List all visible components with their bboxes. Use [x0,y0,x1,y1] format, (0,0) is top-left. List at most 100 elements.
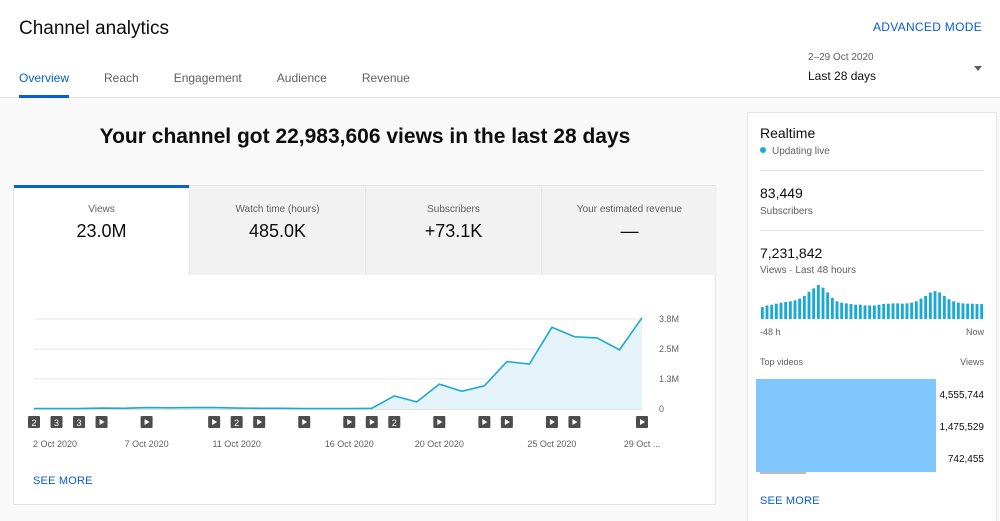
top-videos-label: Top videos [760,357,804,367]
realtime-bar [872,305,876,319]
metric-tab-revenue[interactable]: Your estimated revenue — [541,186,717,275]
video-count-marker[interactable]: 3 [50,416,63,428]
realtime-panel: Realtime Updating live 83,449 Subscriber… [747,112,997,521]
video-marker-icon[interactable] [253,416,266,428]
x-tick-label: 2 Oct 2020 [33,439,77,449]
metric-label: Watch time (hours) [235,204,320,215]
video-marker-icon[interactable] [568,416,581,428]
realtime-axis-start: -48 h [760,327,781,337]
overview-card: Views 23.0M Watch time (hours) 485.0K Su… [13,185,717,505]
data-point [595,336,599,340]
data-point [482,384,486,388]
svg-text:3: 3 [77,418,82,428]
realtime-bar [770,304,774,319]
svg-text:2: 2 [31,418,36,428]
video-marker-icon[interactable] [365,416,378,428]
app-header: Channel analytics ADVANCED MODE Overview… [0,0,1000,98]
realtime-bar [933,291,937,319]
metric-value: 485.0K [248,221,307,241]
tab-engagement[interactable]: Engagement [173,71,242,85]
video-count-marker[interactable]: 3 [73,416,86,428]
live-dot-icon [760,147,766,153]
realtime-bar [835,301,839,319]
video-count-marker[interactable]: 2 [388,416,401,428]
data-point [392,394,396,398]
tab-audience[interactable]: Audience [276,71,327,85]
tab-bar: Overview Reach Engagement Audience Reven… [19,71,445,98]
realtime-bar [760,307,764,319]
video-marker-icon[interactable] [636,416,648,428]
video-marker-icon[interactable] [298,416,311,428]
realtime-subscribers-label: Subscribers [760,206,813,217]
views-line [34,317,643,410]
realtime-bar [961,303,965,319]
svg-text:2: 2 [392,418,397,428]
data-point [167,406,171,410]
tab-overview[interactable]: Overview [19,71,70,98]
video-marker-icon[interactable] [95,416,108,428]
realtime-views-label: Views · Last 48 hours [760,265,856,276]
realtime-bar [868,305,872,319]
advanced-mode-link[interactable]: ADVANCED MODE [872,20,982,34]
realtime-bar [821,287,825,319]
data-point [527,362,531,366]
data-point [122,406,126,410]
realtime-bar [896,303,900,319]
data-point [302,407,306,411]
data-point [257,406,261,410]
video-marker-icon[interactable] [433,416,446,428]
video-marker-icon[interactable] [478,416,491,428]
metric-tab-watch-time[interactable]: Watch time (hours) 485.0K [189,186,365,275]
data-point [145,406,149,410]
data-point [347,407,351,411]
metric-label: Subscribers [427,204,480,215]
data-point [212,406,216,410]
date-range-dropdown[interactable]: 2–29 Oct 2020 Last 28 days [808,52,988,92]
tab-revenue[interactable]: Revenue [361,71,410,85]
realtime-bar [840,302,844,319]
data-point [190,406,194,410]
page-title: Channel analytics [19,18,169,39]
video-count-marker[interactable]: 2 [230,416,243,428]
tab-reach[interactable]: Reach [104,71,139,85]
realtime-bar [914,301,918,319]
metric-tab-subscribers[interactable]: Subscribers +73.1K [365,186,541,275]
top-video-views: 1,475,529 [939,422,985,433]
realtime-bar [812,288,816,319]
realtime-bar [947,299,951,319]
see-more-button[interactable]: SEE MORE [33,475,93,487]
realtime-bar [877,304,881,319]
realtime-bar [970,303,974,319]
realtime-axis-end: Now [965,327,984,337]
video-marker-icon[interactable] [545,416,558,428]
video-count-marker[interactable]: 2 [28,416,40,428]
y-tick-label: 0 [659,404,664,414]
realtime-bar-chart [760,285,984,319]
x-tick-label: 7 Oct 2020 [125,439,169,449]
video-marker-icon[interactable] [343,416,356,428]
realtime-bar [844,303,848,319]
video-marker-icon[interactable] [140,416,153,428]
video-marker-icon[interactable] [500,416,513,428]
data-point [32,407,36,411]
realtime-bar [886,303,890,319]
realtime-bar [966,303,970,319]
realtime-bar [928,292,932,319]
redacted-thumbnail[interactable] [756,379,936,472]
area-fill [34,317,642,409]
realtime-see-more-button[interactable]: SEE MORE [760,495,820,507]
x-tick-label: 11 Oct 2020 [212,439,260,449]
realtime-bar [849,304,853,319]
realtime-bar [784,302,788,319]
realtime-bar [924,295,928,319]
realtime-bar [765,305,769,319]
divider [760,230,984,231]
realtime-bar [956,302,960,319]
live-status-text: Updating live [772,146,830,157]
realtime-bar [802,295,806,319]
metric-tab-views[interactable]: Views 23.0M [14,185,189,275]
realtime-bar [830,297,834,319]
realtime-bar [793,300,797,319]
video-marker-icon[interactable] [208,416,221,428]
top-video-views: 742,455 [947,454,984,465]
